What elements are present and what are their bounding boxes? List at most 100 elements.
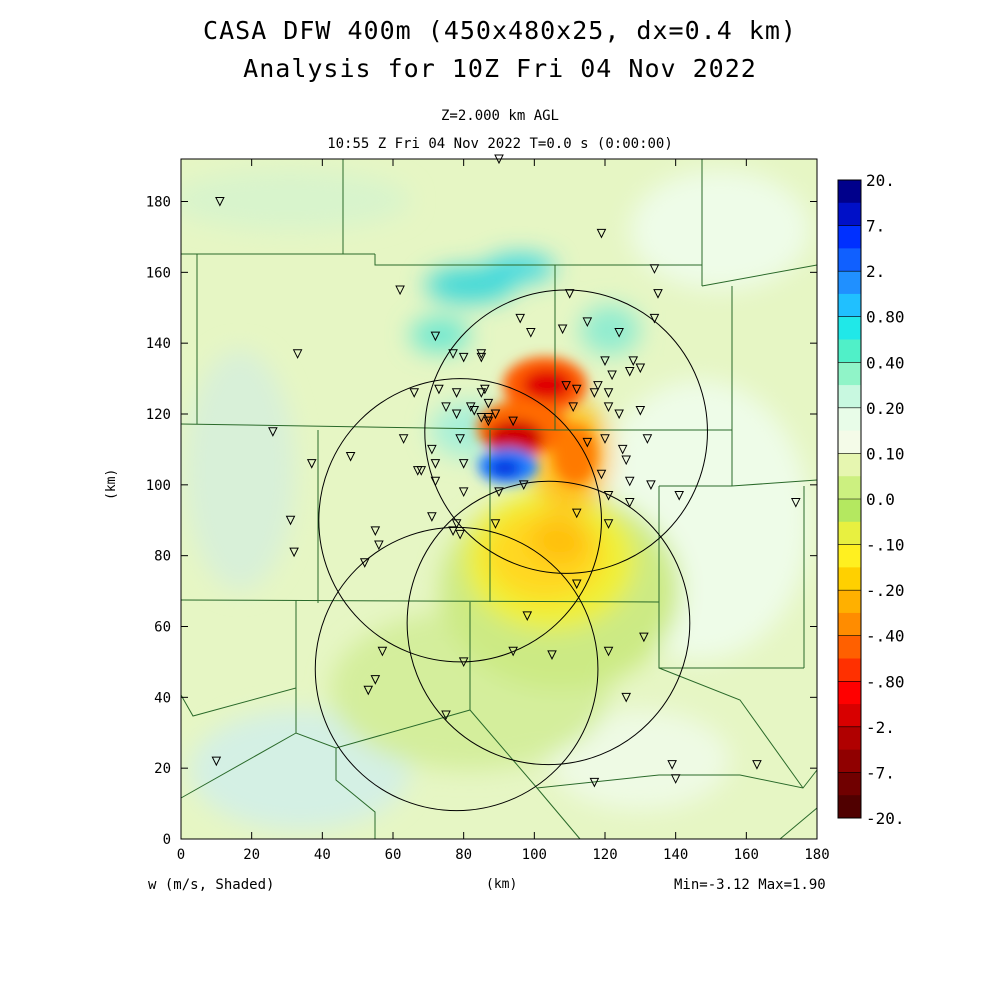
colorbar-swatch	[838, 430, 861, 454]
station-marker	[398, 434, 409, 444]
station-marker	[268, 427, 278, 437]
colorbar-label: -20.	[866, 809, 905, 828]
colorbar-swatch	[838, 499, 861, 523]
station-marker	[596, 469, 607, 480]
station-marker	[448, 526, 458, 536]
station-marker	[571, 508, 582, 519]
x-tick-label: 100	[522, 847, 547, 863]
colorbar-swatch	[838, 658, 861, 682]
colorbar-swatch	[838, 567, 861, 591]
y-axis: 0 20 40 60 80 100 120 140 160 180	[146, 195, 817, 848]
station-marker	[518, 480, 529, 490]
station-marker	[480, 384, 490, 395]
station-marker	[557, 324, 568, 335]
station-marker	[451, 519, 462, 529]
station-marker	[377, 646, 388, 657]
y-tick-label: 140	[146, 336, 171, 352]
colorbar-swatch	[838, 316, 861, 340]
colorbar-swatch	[838, 521, 861, 546]
y-tick-label: 120	[146, 407, 171, 423]
colorbar-label: 20.	[866, 171, 895, 190]
station-marker	[370, 675, 381, 685]
station-marker	[427, 512, 437, 522]
station-marker	[441, 710, 451, 721]
county-lines	[180, 159, 818, 840]
station-marker	[458, 459, 469, 469]
station-marker	[593, 381, 603, 391]
station-marker	[649, 264, 660, 274]
station-marker	[416, 466, 427, 476]
x-tick-label: 0	[177, 847, 185, 863]
station-marker	[525, 328, 536, 338]
station-marker	[667, 760, 677, 770]
colorbar-swatch	[838, 726, 861, 751]
station-marker	[289, 547, 299, 558]
station-marker	[628, 356, 639, 366]
station-marker	[617, 444, 628, 455]
station-marker	[522, 611, 533, 621]
station-marker	[603, 402, 614, 413]
colorbar-swatch	[838, 612, 861, 637]
station-marker	[458, 352, 469, 363]
colorbar-swatch	[838, 544, 861, 568]
station-marker	[607, 370, 617, 381]
station-marker	[649, 313, 660, 324]
station-marker	[670, 774, 681, 784]
station-marker	[451, 388, 462, 398]
y-tick-label: 180	[146, 195, 171, 211]
colorbar-swatch	[838, 590, 861, 614]
station-marker	[653, 289, 663, 299]
colorbar-swatch	[838, 407, 861, 432]
radar-ring	[406, 480, 691, 766]
field-label: w (m/s, Shaded)	[148, 877, 275, 893]
station-marker	[621, 692, 632, 703]
station-marker	[285, 515, 296, 526]
colorbar-label: 0.20	[866, 399, 905, 418]
colorbar-swatch	[838, 248, 861, 272]
y-tick-label: 20	[154, 761, 171, 777]
station-marker	[635, 363, 646, 374]
x-axis: 0 20 40 60 80 100 120 140 160 180	[177, 159, 830, 863]
y-tick-label: 80	[154, 549, 171, 565]
station-marker	[292, 349, 303, 359]
station-marker	[642, 434, 653, 444]
colorbar-swatch	[838, 453, 861, 477]
valid-time-label: 10:55 Z Fri 04 Nov 2022 T=0.0 s (0:00:00…	[327, 136, 673, 152]
colorbar-swatch	[838, 749, 861, 773]
chart-title-line1: CASA DFW 400m (450x480x25, dx=0.4 km)	[203, 16, 797, 45]
y-tick-label: 40	[154, 690, 171, 706]
colorbar-label: -.40	[866, 627, 905, 646]
x-tick-label: 60	[385, 847, 402, 863]
station-marker	[596, 228, 607, 239]
station-marker	[624, 476, 635, 487]
station-marker	[458, 487, 469, 498]
station-marker	[635, 405, 646, 416]
station-marker	[568, 402, 579, 413]
station-marker	[427, 444, 437, 455]
station-marker	[614, 409, 624, 420]
colorbar-swatch	[838, 271, 861, 295]
colorbar-swatch	[838, 476, 861, 500]
x-tick-label: 140	[663, 847, 688, 863]
station-marker	[490, 519, 501, 529]
station-marker	[359, 558, 370, 568]
station-marker	[409, 388, 420, 398]
station-marker	[515, 313, 526, 324]
colorbar-swatch	[838, 635, 861, 659]
station-marker	[483, 416, 494, 427]
y-tick-label: 100	[146, 478, 171, 494]
colorbar-swatch	[838, 339, 861, 363]
colorbar-label: 0.40	[866, 353, 905, 372]
colorbar-label: 7.	[866, 217, 885, 236]
colorbar-swatch	[838, 385, 861, 409]
colorbar-swatch	[838, 795, 861, 819]
colorbar-swatch	[838, 180, 861, 204]
x-tick-label: 160	[734, 847, 759, 863]
station-marker	[621, 455, 632, 466]
station-marker	[582, 317, 593, 328]
colorbar-label: -.80	[866, 672, 905, 691]
station-marker	[571, 384, 582, 395]
station-marker	[564, 289, 575, 299]
min-max-label: Min=-3.12 Max=1.90	[674, 877, 826, 893]
colorbar-label: -.10	[866, 536, 905, 555]
